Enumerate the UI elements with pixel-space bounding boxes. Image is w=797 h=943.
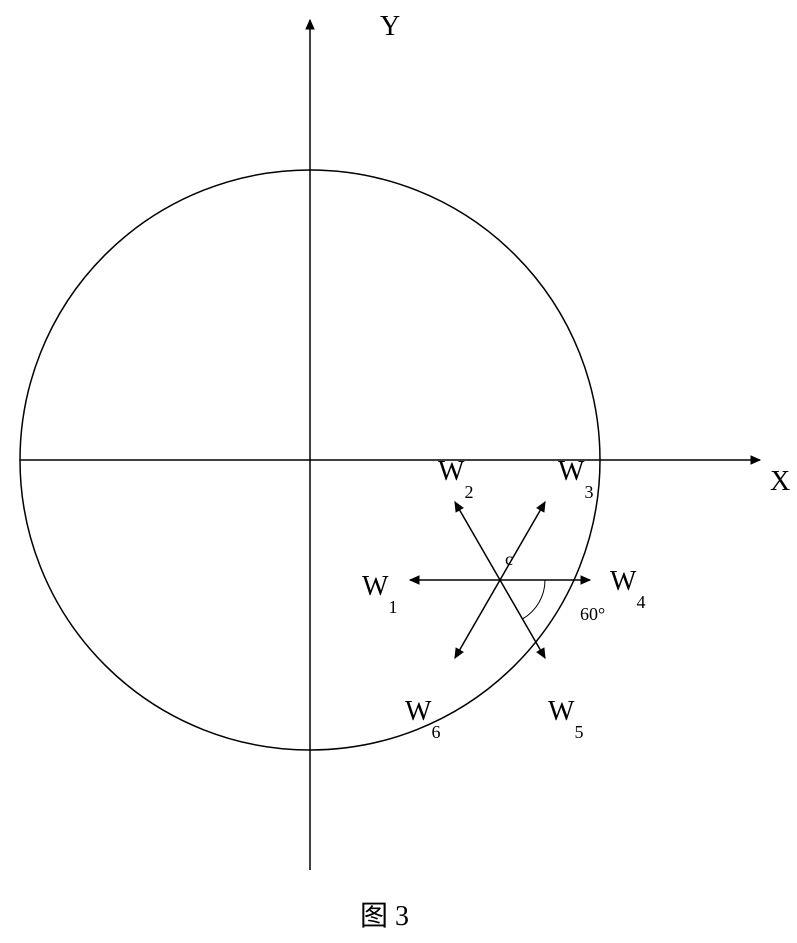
y-axis-label: Y (380, 11, 400, 42)
vector-label-w3: W3 (558, 456, 593, 502)
vector-label-w2: W2 (438, 456, 473, 502)
vector-star: W1 W2 W3 W4 W5 W6 (362, 456, 645, 742)
vector-label-w4: W4 (610, 566, 645, 612)
vector-label-w1: W1 (362, 571, 397, 617)
vector-label-w5: W5 (548, 696, 583, 742)
vector-w2 (455, 502, 500, 580)
angle-label: 60° (580, 604, 605, 624)
vector-label-w6: W6 (405, 696, 440, 742)
vector-w6 (455, 580, 500, 658)
center-label: c (505, 549, 513, 569)
figure-caption: 图 3 (360, 901, 409, 932)
x-axis-label: X (770, 466, 790, 497)
angle-arc (523, 580, 546, 619)
